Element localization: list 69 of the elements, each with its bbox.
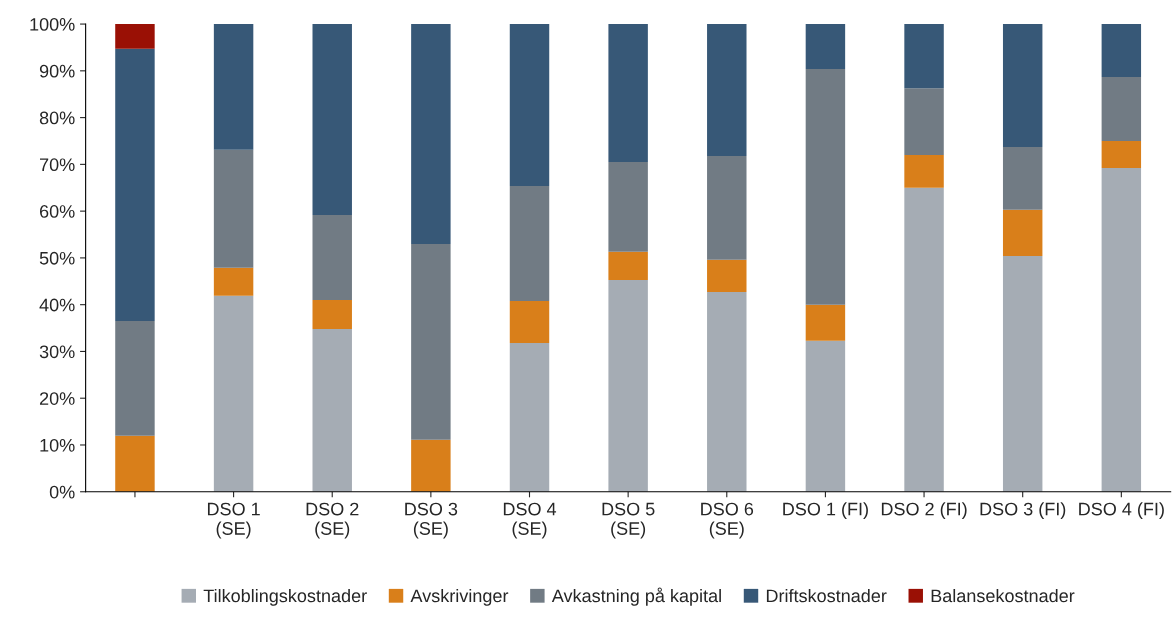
x-tick-label: DSO 3 (SE)	[405, 502, 458, 539]
bar	[805, 68, 846, 305]
bar	[1002, 256, 1043, 492]
legend-label: Avkastning på kapital	[551, 587, 721, 606]
bar	[1101, 76, 1142, 141]
bar	[805, 304, 846, 341]
legend-label: Tilkoblingskostnader	[203, 588, 367, 606]
bar	[904, 155, 944, 188]
x-tick-label: DSO 3 (FI)	[980, 502, 1066, 519]
x-tick-label: DSO 1 (FI)	[783, 502, 868, 519]
bar	[1002, 147, 1043, 210]
y-tick-label: 70%	[40, 158, 75, 172]
bar	[509, 185, 550, 301]
legend-label: Driftskostnader	[766, 588, 887, 603]
bar	[904, 24, 944, 89]
bar	[608, 162, 648, 252]
bar	[805, 340, 846, 492]
y-tick-label: 90%	[39, 64, 75, 78]
y-tick-label: 20%	[39, 392, 75, 405]
y-tick-label: 0%	[49, 485, 75, 499]
bar	[509, 24, 550, 186]
bar	[904, 187, 944, 492]
bar	[608, 251, 648, 280]
bar	[115, 321, 155, 436]
y-tick-label: 30%	[39, 345, 75, 359]
bar	[115, 48, 155, 322]
bar	[312, 24, 352, 215]
bar	[805, 24, 846, 69]
bar	[213, 267, 254, 296]
bar	[213, 295, 254, 492]
bar	[1002, 24, 1043, 148]
bar	[115, 24, 155, 49]
x-tick-label: DSO 5 (SE)	[602, 502, 655, 539]
bar	[509, 300, 550, 344]
x-tick-label: DSO 2 (SE)	[306, 502, 359, 539]
bar	[312, 328, 352, 492]
y-tick-label: 100%	[30, 18, 75, 31]
legend-label: Avskrivinger	[410, 588, 509, 606]
bar	[707, 292, 747, 492]
bar	[1002, 209, 1043, 257]
bar	[707, 259, 747, 293]
x-tick-label: DSO 2 (FI)	[881, 502, 967, 519]
x-tick-label: DSO 6 (SE)	[701, 502, 754, 539]
bar	[213, 149, 254, 268]
bar	[707, 24, 747, 156]
bar	[312, 214, 352, 300]
bar	[411, 24, 451, 244]
x-tick-label: DSO 4 (SE)	[503, 502, 557, 539]
bar	[608, 279, 648, 492]
legend-label: Balansekostnader	[931, 588, 1075, 603]
y-tick-label: 60%	[39, 205, 75, 218]
bar	[707, 155, 747, 260]
bar	[1101, 24, 1142, 77]
bar	[509, 343, 550, 492]
bar	[1101, 168, 1142, 492]
bar	[411, 243, 451, 440]
bar	[411, 439, 451, 492]
bar	[115, 435, 155, 492]
bar	[608, 24, 648, 163]
x-tick-label: DSO 4 (FI)	[1079, 502, 1164, 519]
bar	[312, 300, 352, 329]
bar	[904, 88, 944, 156]
y-tick-label: 50%	[39, 251, 75, 265]
y-tick-label: 10%	[40, 438, 75, 452]
y-tick-label: 80%	[39, 111, 75, 125]
x-tick-label: DSO 1 (SE)	[207, 502, 260, 539]
y-tick-label: 40%	[39, 298, 75, 312]
bar	[1101, 140, 1142, 169]
bar	[213, 24, 254, 150]
